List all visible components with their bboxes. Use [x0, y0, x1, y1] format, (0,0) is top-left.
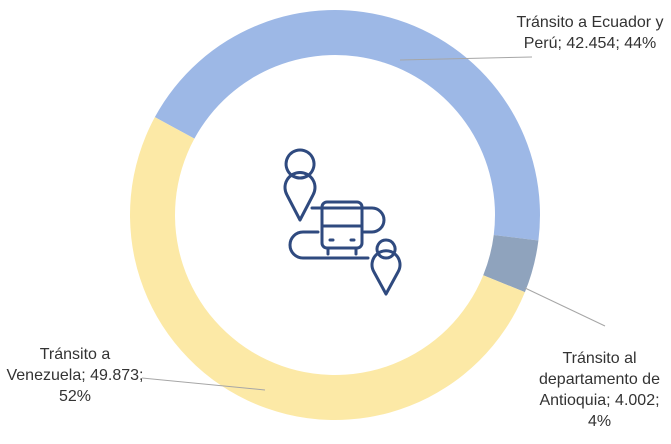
leader-lines: [141, 56, 606, 391]
leader-line: [141, 377, 266, 391]
percent-label: 52%: [58, 388, 92, 405]
value-label: 4.002: [615, 392, 656, 409]
donut-slice: [483, 234, 539, 293]
slice-label: Tránsito a Venezuela49.873 52%: [5, 344, 145, 407]
donut-slice: [154, 9, 541, 241]
category-label: Tránsito a Ecuador y Perú: [516, 14, 664, 52]
slice-label: Tránsito a Ecuador y Perú42.454 44%: [515, 12, 665, 54]
percent-label: 4%: [587, 413, 612, 430]
value-label: 42.454: [566, 35, 616, 52]
center-icon: [283, 148, 402, 296]
leader-line: [399, 56, 533, 61]
donut-slice: [129, 117, 525, 420]
leader-line: [524, 287, 606, 327]
percent-label: 44%: [624, 35, 657, 52]
category-label: Tránsito al departamento de Antioquia: [539, 350, 660, 409]
category-label: Tránsito a Venezuela: [6, 346, 111, 384]
slice-label: Tránsito al departamento de Antioquia4.0…: [528, 348, 671, 432]
value-label: 49.873: [90, 367, 140, 384]
donut: [129, 9, 541, 420]
